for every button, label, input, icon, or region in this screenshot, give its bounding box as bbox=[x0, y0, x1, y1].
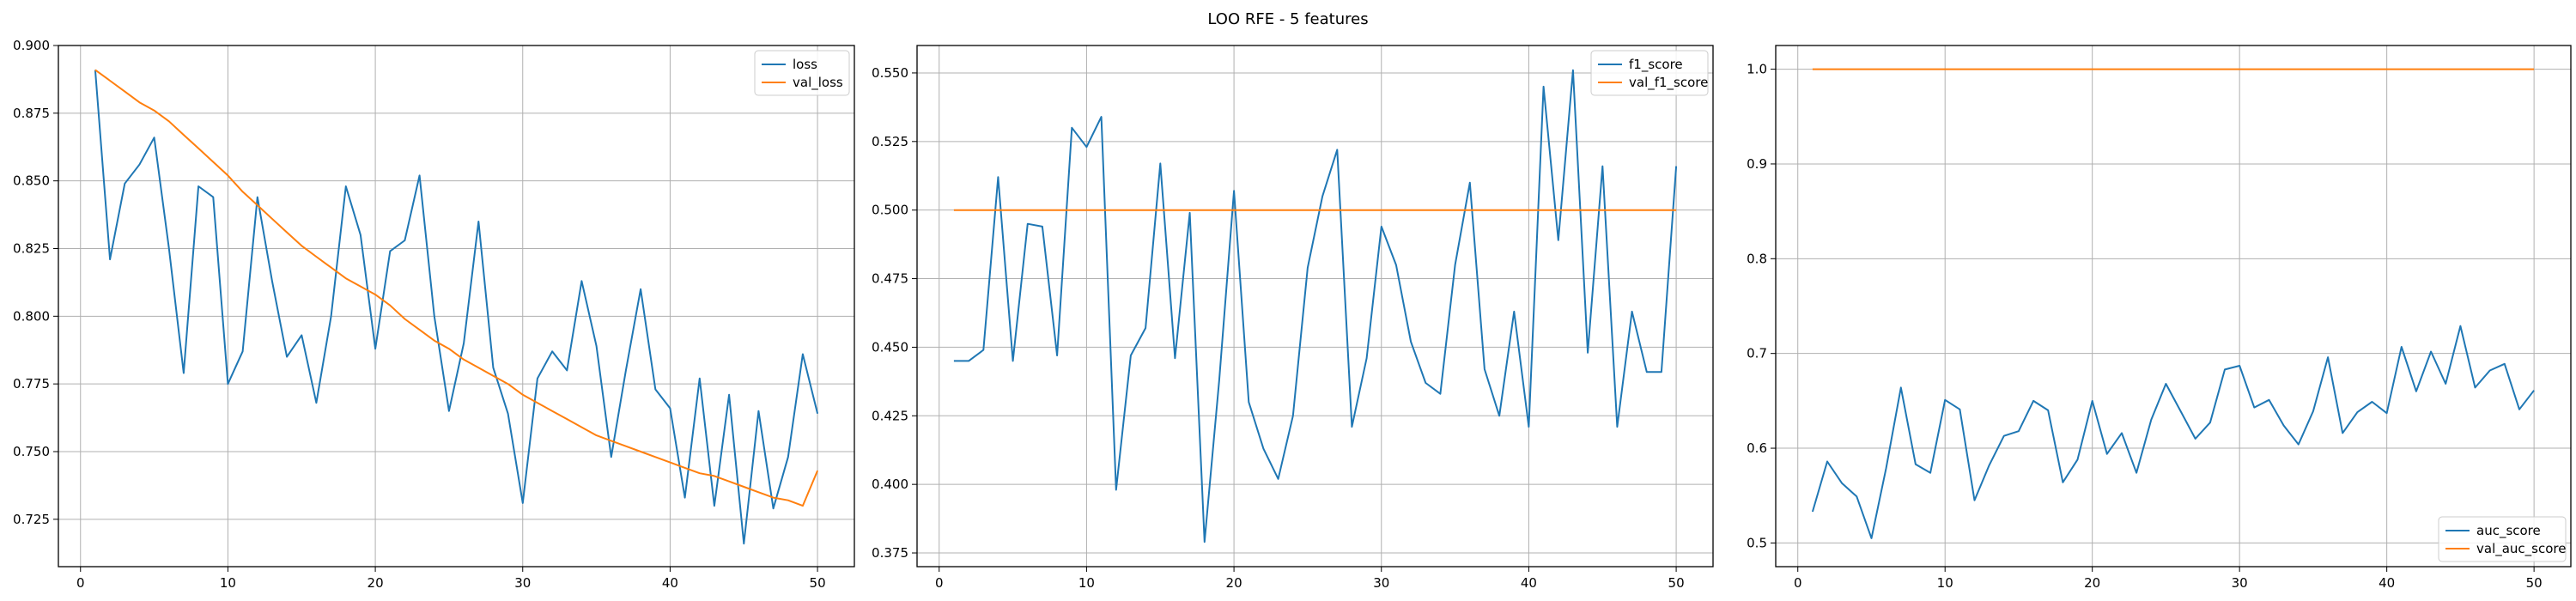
legend-label-val_auc_score: val_auc_score bbox=[2476, 541, 2567, 557]
y-tick-label: 0.800 bbox=[13, 308, 50, 324]
x-tick-label: 10 bbox=[1937, 575, 1953, 591]
y-tick-label: 0.900 bbox=[13, 38, 50, 53]
legend-box bbox=[2438, 516, 2567, 562]
y-tick-label: 1.0 bbox=[1747, 62, 1767, 77]
axes-frame bbox=[916, 45, 1714, 568]
axes-frame bbox=[1775, 45, 2572, 568]
legend-box bbox=[754, 50, 850, 96]
x-tick-label: 10 bbox=[1078, 575, 1095, 591]
y-tick-label: 0.550 bbox=[872, 65, 908, 81]
x-tick-label: 0 bbox=[1794, 575, 1802, 591]
x-tick-label: 0 bbox=[76, 575, 85, 591]
x-tick-label: 20 bbox=[368, 575, 384, 591]
legend: f1_score val_f1_score bbox=[1590, 50, 1709, 96]
legend-label-val_f1_score: val_f1_score bbox=[1629, 75, 1708, 91]
y-tick-label: 0.525 bbox=[872, 134, 908, 149]
y-tick-label: 0.375 bbox=[872, 545, 908, 561]
legend-label-auc_score: auc_score bbox=[2476, 523, 2541, 539]
x-tick-label: 40 bbox=[1521, 575, 1537, 591]
x-tick-label: 10 bbox=[220, 575, 236, 591]
y-tick-label: 0.9 bbox=[1747, 156, 1767, 172]
y-tick-label: 0.6 bbox=[1747, 440, 1767, 456]
series-line-f1_score bbox=[953, 69, 1678, 543]
y-tick-label: 0.400 bbox=[872, 477, 908, 492]
legend-label-f1_score: f1_score bbox=[1629, 57, 1683, 73]
chart-panel-2: 0 10 20 30 40 50 0.375 0.400 0.425 0.450 0.475 0.50… bbox=[872, 45, 1714, 591]
y-tick-label: 0.425 bbox=[872, 408, 908, 423]
x-tick-label: 50 bbox=[810, 575, 826, 591]
y-tick-label: 0.450 bbox=[872, 339, 908, 355]
x-tick-label: 30 bbox=[514, 575, 531, 591]
legend-label-val_loss: val_loss bbox=[793, 75, 843, 91]
series-line-auc_score bbox=[1811, 325, 2535, 539]
x-tick-label: 40 bbox=[662, 575, 678, 591]
y-tick-label: 0.7 bbox=[1747, 346, 1767, 361]
axes-frame bbox=[58, 45, 855, 568]
chart-panel-1: 0 10 20 30 40 50 0.725 0.750 0.775 0.800 0.825 0.85… bbox=[13, 38, 855, 591]
x-tick-label: 20 bbox=[1226, 575, 1242, 591]
y-tick-label: 0.825 bbox=[13, 240, 50, 256]
legend-label-loss: loss bbox=[793, 57, 817, 72]
figure-title: LOO RFE - 5 features bbox=[1207, 10, 1368, 28]
x-tick-label: 20 bbox=[2084, 575, 2100, 591]
y-tick-label: 0.8 bbox=[1747, 251, 1767, 266]
x-tick-label: 0 bbox=[935, 575, 944, 591]
y-tick-label: 0.475 bbox=[872, 271, 908, 287]
x-tick-label: 50 bbox=[1668, 575, 1685, 591]
y-tick-label: 0.750 bbox=[13, 444, 50, 459]
legend-box bbox=[1590, 50, 1709, 96]
y-tick-label: 0.875 bbox=[13, 106, 50, 121]
y-tick-label: 0.500 bbox=[872, 203, 908, 218]
x-tick-label: 40 bbox=[2379, 575, 2395, 591]
legend: loss val_loss bbox=[754, 50, 850, 96]
x-tick-label: 30 bbox=[2232, 575, 2248, 591]
chart-panel-3: 0 10 20 30 40 50 0.5 0.6 0.7 0.8 0.9 1.0 auc_scoreva… bbox=[1747, 45, 2572, 591]
x-tick-label: 30 bbox=[1373, 575, 1389, 591]
legend: auc_score val_auc_score bbox=[2438, 516, 2567, 562]
y-tick-label: 0.725 bbox=[13, 512, 50, 527]
series-line-val_loss bbox=[94, 69, 819, 507]
x-tick-label: 50 bbox=[2526, 575, 2543, 591]
y-tick-label: 0.775 bbox=[13, 376, 50, 392]
y-tick-label: 0.5 bbox=[1747, 535, 1767, 550]
series-line-loss bbox=[94, 70, 819, 545]
y-tick-label: 0.850 bbox=[13, 173, 50, 189]
